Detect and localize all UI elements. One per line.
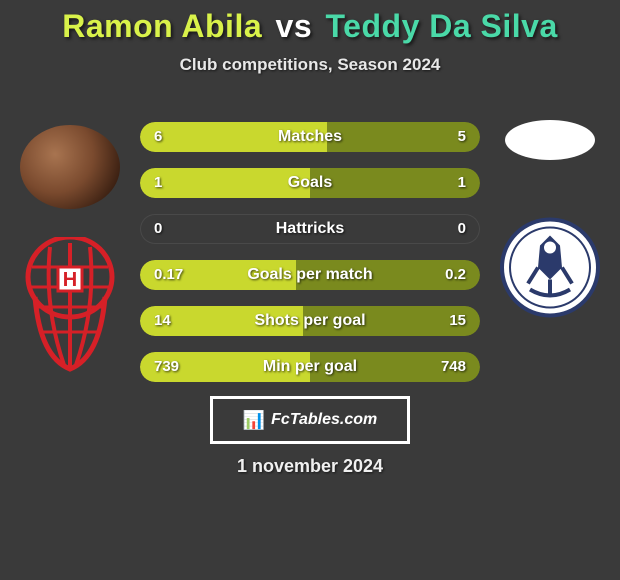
source-box: 📊 FcTables.com [210,396,410,444]
stat-value-right: 0.2 [445,260,466,290]
subtitle: Club competitions, Season 2024 [0,55,620,75]
stat-label: Min per goal [140,352,480,382]
stat-value-right: 5 [458,122,466,152]
source-site: FcTables.com [271,411,377,429]
stat-row: 14Shots per goal15 [140,306,480,336]
stat-label: Hattricks [140,214,480,244]
player1-photo [20,125,120,209]
right-avatar-column [490,120,610,335]
stat-row: 0Hattricks0 [140,214,480,244]
vs-separator: vs [276,8,313,44]
club-right-crest [500,200,600,335]
comparison-bars: 6Matches5 1Goals1 0Hattricks0 0.17Goals per… [140,122,480,398]
stat-row: 0.17Goals per match0.2 [140,260,480,290]
stat-value-right: 748 [441,352,466,382]
stat-label: Goals [140,168,480,198]
player1-name: Ramon Abila [62,8,262,44]
chart-icon: 📊 [243,410,265,431]
stat-value-right: 1 [458,168,466,198]
player2-photo [505,120,595,160]
snapshot-date: 1 november 2024 [0,456,620,477]
stat-value-right: 15 [449,306,466,336]
stat-value-right: 0 [458,214,466,244]
stat-label: Matches [140,122,480,152]
stat-row: 6Matches5 [140,122,480,152]
stat-label: Goals per match [140,260,480,290]
stat-label: Shots per goal [140,306,480,336]
club-left-crest: H [20,237,120,372]
left-avatar-column: H [10,125,130,372]
stat-row: 739Min per goal748 [140,352,480,382]
player2-name: Teddy Da Silva [326,8,558,44]
comparison-title: Ramon Abila vs Teddy Da Silva [0,0,620,45]
stat-row: 1Goals1 [140,168,480,198]
svg-text:H: H [63,269,77,291]
